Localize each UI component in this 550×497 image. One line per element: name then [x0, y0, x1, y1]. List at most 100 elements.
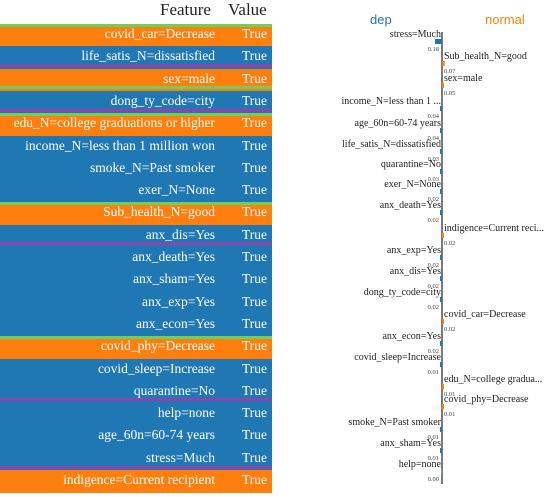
bar-label: stress=Much — [390, 29, 441, 40]
feature-value-table: Feature Value covid_car=Decrease True life… — [0, 0, 272, 493]
bar-value-label: 0.01 — [428, 369, 439, 376]
bar-label: quarantine=No — [381, 159, 441, 170]
feature-cell: income_N=less than 1 million won — [25, 137, 215, 153]
feature-cell: stress=Much — [145, 449, 215, 465]
row-stripe — [0, 397, 272, 401]
value-column-header: Value — [228, 0, 267, 19]
feature-cell: covid_car=Decrease — [104, 26, 215, 41]
bar-label: anx_dis=Yes — [390, 266, 441, 277]
row-stripe — [0, 64, 272, 68]
row-stripe — [0, 85, 272, 89]
feature-cell: age_60n=60-74 years — [98, 427, 215, 443]
bar — [440, 128, 442, 133]
value-cell: True — [242, 137, 268, 153]
value-cell: True — [242, 182, 268, 198]
bar-label: sex=male — [444, 73, 483, 84]
table-row: covid_car=Decrease True — [0, 24, 272, 47]
bar-label: anx_econ=Yes — [382, 331, 441, 342]
bar-label: covid_phy=Decrease — [444, 394, 529, 405]
bar-value-label: 0.03 — [428, 156, 439, 163]
bar-value-label: 0.05 — [444, 90, 455, 97]
bar — [440, 189, 442, 194]
value-cell: True — [242, 382, 268, 398]
bar — [442, 233, 444, 238]
table-row: age_60n=60-74 years True — [0, 425, 272, 449]
bar — [440, 255, 442, 260]
bar-value-label: 0.03 — [428, 176, 439, 183]
bar-value-label: 0.02 — [428, 217, 439, 224]
bar-value-label: 0.00 — [428, 476, 439, 483]
bar — [440, 448, 442, 453]
bar-label: indigence=Current reci... — [444, 223, 544, 234]
bar-value-label: 0.02 — [428, 262, 439, 269]
feature-cell: anx_death=Yes — [132, 249, 215, 264]
bar-label: life_satis_N=dissatisfied — [342, 139, 441, 150]
value-cell: True — [242, 338, 268, 354]
value-cell: True — [242, 360, 268, 376]
bar-label: dong_ty_code=city — [364, 287, 441, 298]
row-stripe — [0, 202, 272, 206]
value-cell: True — [242, 271, 268, 287]
feature-cell: anx_dis=Yes — [145, 226, 215, 242]
bar-value-label: 0.04 — [428, 135, 440, 142]
bar-value-label: 0.02 — [428, 304, 439, 311]
value-cell: True — [242, 26, 268, 41]
bar-label: Sub_health_N=good — [444, 51, 527, 62]
feature-cell: anx_exp=Yes — [142, 293, 215, 309]
bar-value-label: 0.01 — [444, 411, 455, 418]
table-row: anx_sham=Yes True — [0, 269, 272, 293]
feature-cell: smoke_N=Past smoker — [90, 159, 215, 175]
table-row: anx_dis=Yes True — [0, 224, 272, 248]
bar-label: covid_sleep=Increase — [354, 352, 441, 363]
bar — [440, 341, 442, 346]
value-cell: True — [242, 405, 268, 421]
bar-value-label: 0.04 — [428, 113, 440, 120]
value-cell: True — [242, 204, 268, 220]
bar — [440, 169, 442, 174]
bar-value-label: 0.02 — [428, 348, 439, 355]
bar — [440, 210, 442, 215]
table-row: exer_N=None True — [0, 180, 272, 203]
bar — [440, 297, 442, 302]
feature-cell: anx_econ=Yes — [136, 315, 215, 331]
bar-value-label: 0.07 — [444, 68, 456, 75]
feature-column-header: Feature — [160, 0, 211, 19]
bar-label: anx_death=Yes — [380, 200, 441, 211]
value-cell: True — [242, 226, 268, 242]
table-row: stress=Much True — [0, 447, 272, 471]
bar — [441, 469, 442, 474]
explanation-chart: dep normal stress=Much 0.18 Sub_health_N=g… — [330, 0, 550, 492]
table-row: dong_ty_code=city True — [0, 90, 272, 114]
feature-cell: dong_ty_code=city — [110, 92, 215, 108]
value-cell: True — [242, 159, 268, 175]
table-row: help=none True — [0, 403, 272, 426]
bar-label: help=none — [399, 459, 442, 470]
bar-label: exer_N=None — [384, 179, 441, 190]
bar — [440, 106, 442, 111]
value-cell: True — [242, 315, 268, 331]
value-cell: True — [242, 293, 268, 309]
bar-label: smoke_N=Past smoker — [348, 417, 441, 428]
bar — [440, 276, 442, 281]
bar-label: anx_sham=Yes — [380, 438, 441, 449]
table-row: income_N=less than 1 million won True — [0, 135, 272, 159]
bar-value-label: 0.18 — [428, 46, 439, 53]
bar — [440, 362, 442, 367]
value-cell: True — [242, 70, 268, 86]
bar-value-label: 0.02 — [428, 196, 439, 203]
table-row: anx_econ=Yes True — [0, 313, 272, 337]
table-row: covid_sleep=Increase True — [0, 358, 272, 382]
bar — [435, 39, 442, 44]
table-row: life_satis_N=dissatisfied True — [0, 46, 272, 70]
bar-value-label: 0.01 — [428, 434, 439, 441]
row-stripe — [0, 24, 272, 27]
value-cell: True — [242, 249, 268, 264]
row-stripe — [0, 241, 272, 245]
bar-label: anx_exp=Yes — [387, 245, 441, 256]
bar-value-label: 0.02 — [444, 326, 455, 333]
feature-cell: sex=male — [163, 70, 215, 86]
row-stripe — [0, 336, 272, 340]
feature-cell: quarantine=No — [133, 382, 215, 398]
bar-label: covid_car=Decrease — [444, 309, 526, 320]
value-cell: True — [242, 115, 268, 131]
